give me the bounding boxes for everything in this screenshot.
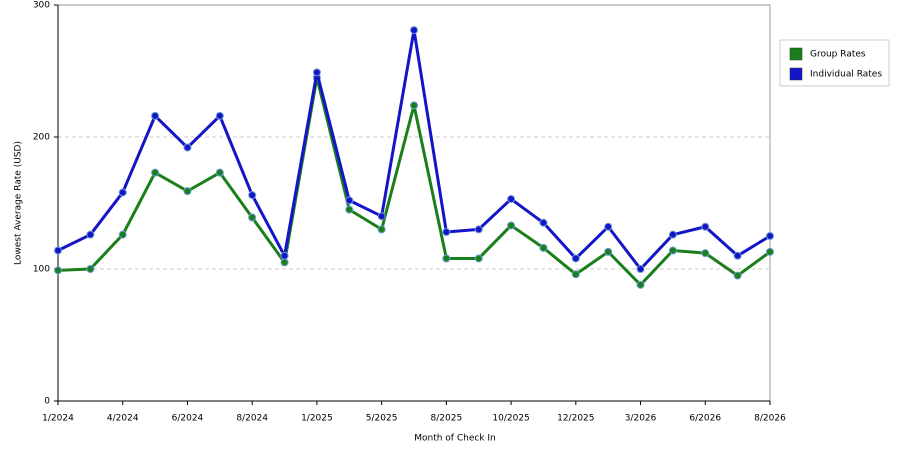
data-point — [733, 251, 742, 260]
data-point — [280, 251, 289, 260]
x-tick-label: 6/2024 — [172, 414, 204, 424]
x-tick-label: 8/2026 — [754, 414, 786, 424]
data-point — [151, 168, 160, 177]
data-point — [280, 258, 289, 267]
legend-swatch — [789, 67, 803, 81]
x-tick-label: 5/2025 — [366, 414, 398, 424]
data-point — [86, 230, 95, 239]
data-point — [571, 254, 580, 263]
x-tick-label: 10/2025 — [492, 414, 529, 424]
data-point — [636, 280, 645, 289]
data-point — [377, 225, 386, 234]
data-point — [571, 270, 580, 279]
data-point — [86, 265, 95, 273]
data-point — [377, 212, 386, 221]
data-point — [215, 111, 224, 120]
y-tick-label: 300 — [33, 1, 50, 11]
data-point — [474, 254, 483, 263]
data-point — [54, 246, 62, 255]
legend-label: Group Rates — [810, 50, 866, 60]
x-tick-label: 8/2025 — [431, 414, 463, 424]
data-point — [668, 230, 677, 239]
y-tick-label: 200 — [33, 133, 50, 143]
data-point — [183, 143, 192, 152]
data-point — [701, 222, 710, 231]
legend-label: Individual Rates — [810, 70, 882, 80]
data-point — [54, 266, 62, 275]
data-point — [312, 68, 321, 77]
data-point — [604, 222, 613, 231]
y-tick-label: 100 — [33, 265, 50, 275]
data-point — [668, 246, 677, 255]
x-tick-label: 3/2026 — [625, 414, 657, 424]
data-point — [410, 26, 418, 35]
data-point — [118, 188, 127, 197]
plot-frame — [57, 4, 771, 402]
data-point — [539, 243, 548, 252]
data-point — [410, 101, 418, 110]
y-tick-label: 0 — [44, 397, 50, 407]
x-tick-label: 8/2024 — [236, 414, 268, 424]
x-axis-label: Month of Check In — [414, 434, 496, 444]
data-point — [183, 187, 192, 196]
data-point — [507, 221, 516, 230]
data-point — [474, 225, 483, 234]
x-tick-label: 12/2025 — [557, 414, 594, 424]
data-point — [539, 218, 548, 227]
data-point — [215, 168, 224, 177]
data-point — [507, 195, 516, 204]
data-point — [604, 247, 613, 256]
data-point — [345, 196, 354, 205]
data-point — [118, 230, 127, 239]
x-tick-label: 1/2024 — [42, 414, 74, 424]
data-point — [248, 191, 257, 200]
data-point — [766, 247, 774, 256]
data-point — [733, 271, 742, 280]
data-point — [442, 254, 451, 263]
x-tick-label: 4/2024 — [107, 414, 139, 424]
x-tick-label: 6/2026 — [689, 414, 721, 424]
y-axis-label: Lowest Average Rate (USD) — [14, 141, 24, 265]
data-point — [636, 265, 645, 273]
data-point — [248, 213, 257, 222]
data-point — [766, 232, 774, 240]
data-point — [701, 249, 710, 258]
series-line — [57, 28, 771, 271]
data-point — [345, 205, 354, 214]
x-tick-label: 1/2025 — [301, 414, 333, 424]
legend-swatch — [789, 47, 803, 61]
data-point — [151, 111, 160, 120]
data-point — [442, 228, 451, 237]
